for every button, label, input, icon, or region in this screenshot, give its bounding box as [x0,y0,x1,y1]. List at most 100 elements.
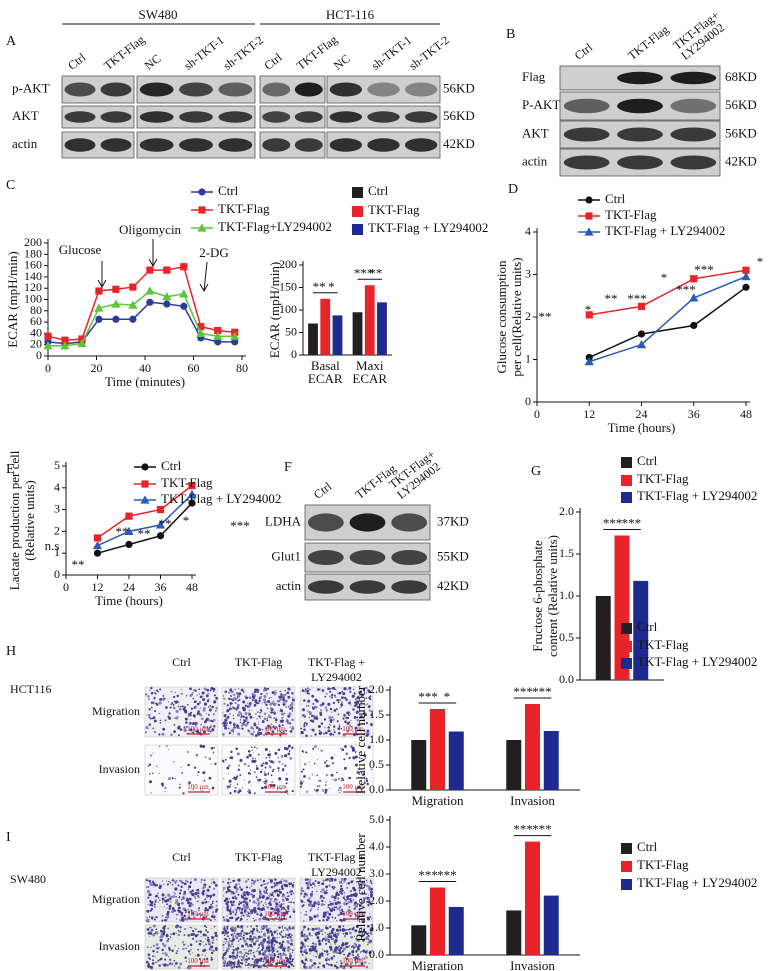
cell-dot [272,711,275,714]
panel-letter: B [506,27,515,42]
bar [506,910,522,955]
cell-dot [273,900,276,903]
cell-dot [184,918,187,920]
y-tick-label: 3 [54,501,60,515]
cell-dot [285,880,288,883]
cell-dot [340,962,343,965]
cell-dot [210,956,213,959]
cell-dot [225,940,228,943]
cell-dot [202,744,206,749]
annotation: ** [369,265,382,280]
cell-dot [214,947,218,950]
cell-dot [228,937,231,940]
cell-dot [355,950,358,953]
cell-dot [344,720,347,723]
cell-dot [331,774,334,777]
cell-dot [314,966,316,968]
cell-dot [309,934,311,937]
cell-dot [230,707,232,709]
cell-dot [329,941,331,943]
cell-dot [278,777,282,781]
cell-dot [354,763,358,767]
cell-dot [314,880,317,882]
legend-marker [198,206,206,214]
y-tick-label: 3 [525,266,531,280]
x-tick-label: 40 [139,361,151,375]
marker [742,266,750,274]
cell-dot [192,916,196,920]
cell-dot [332,779,334,781]
cell-dot [191,903,194,906]
cell-dot [262,715,264,718]
y-axis-label: content (Relative units) [545,535,560,657]
cell-dot [279,880,283,884]
blot-band [617,155,663,170]
cell-dot [233,707,236,710]
cell-dot [152,727,154,730]
cell-dot [363,712,365,714]
cell-dot [203,924,207,928]
cell-dot [273,693,277,696]
column-label: LY294002 [311,865,362,879]
cell-dot [239,956,241,958]
cell-dot [230,942,234,946]
cell-dot [205,943,207,946]
cell-dot [278,926,281,929]
scale-bar-label: 100 μm [264,910,286,918]
cell-dot [362,928,365,931]
cell-dot [207,941,211,945]
cell-dot [203,720,207,724]
panel-letter: G [531,464,541,479]
cell-dot [361,963,364,966]
cell-dot [318,954,322,958]
cell-dot [292,945,294,947]
legend-label: Ctrl [637,839,658,854]
cell-dot [183,927,187,931]
cell-dot [308,897,311,900]
x-tick-label: ECAR [308,371,343,386]
cell-dot [202,698,206,701]
cell-dot [251,749,253,751]
cell-dot [286,721,290,725]
cell-dot [278,888,281,891]
cell-dot [315,901,317,904]
cell-dot [226,909,230,912]
cell-dot [209,897,212,899]
marker [129,283,137,291]
cell-dot [178,707,182,711]
x-axis-label: Time (hours) [95,593,163,608]
cell-dot [313,955,315,957]
cell-dot [288,750,291,752]
scale-bar-label: 100 μm [342,725,364,733]
panel-letter: F [284,460,292,475]
cell-dot [276,726,278,728]
cell-dot [207,727,211,731]
legend-label: TKT-Flag [605,207,657,222]
cell-dot [332,686,336,690]
blot-band [670,155,717,170]
cell-dot [335,935,338,939]
cell-dot [360,959,362,961]
cell-dot [334,939,338,943]
cell-dot [310,728,312,731]
cell-dot [281,895,285,898]
cell-dot [170,933,172,936]
cell-dot [160,929,163,933]
cell-dot [326,935,329,938]
y-tick-label: 3.0 [369,866,384,880]
blot-band [294,82,323,97]
cell-dot [264,766,267,769]
cell-dot [232,717,235,720]
panel-letter: B [506,27,515,42]
cell-dot [361,957,363,959]
cell-dot [342,883,344,885]
cell-dot [249,715,253,719]
cell-dot [247,729,250,732]
cell-dot [320,903,324,907]
cell-dot [273,909,275,911]
blot-band [218,82,253,97]
cell-dot [308,881,311,885]
lane-label: TKT-Flag [101,32,147,72]
cell-dot [290,963,293,966]
cell-dot [154,898,157,902]
